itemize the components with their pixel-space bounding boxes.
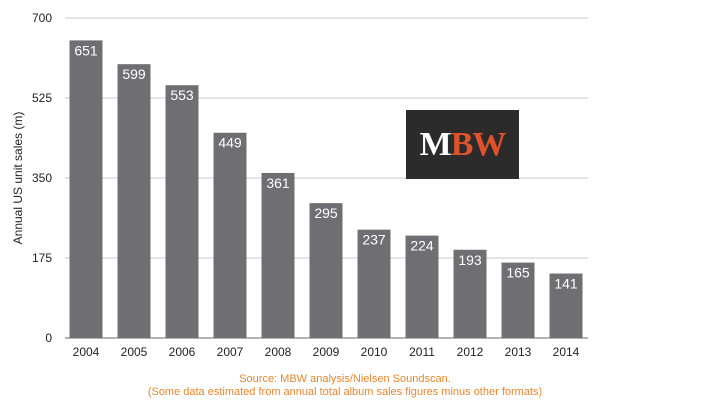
gridlines — [65, 17, 588, 339]
bar-2011 — [405, 235, 439, 338]
y-tick-label: 700 — [32, 11, 52, 25]
bar-2005 — [117, 64, 151, 339]
value-label-2007: 449 — [218, 135, 242, 151]
y-tick-label: 525 — [32, 91, 52, 105]
value-label-2010: 237 — [362, 232, 386, 248]
x-category-2013: 2013 — [505, 345, 532, 359]
x-category-2006: 2006 — [169, 345, 196, 359]
y-axis-ticks: 0 175 350 525 700 — [32, 11, 52, 345]
bar-2014 — [549, 273, 583, 338]
x-category-2004: 2004 — [73, 345, 100, 359]
bar-2006 — [165, 85, 199, 338]
bar-2004 — [69, 40, 103, 339]
mbw-logo: MBW — [406, 110, 519, 179]
value-labels: 651 599 553 449 361 295 237 224 193 165 141 — [74, 42, 578, 291]
bar-2007 — [213, 132, 247, 338]
value-label-2014: 141 — [554, 276, 578, 292]
bar-2009 — [309, 203, 343, 338]
value-label-2013: 165 — [506, 265, 530, 281]
bar-2008 — [261, 172, 295, 338]
x-category-2014: 2014 — [553, 345, 580, 359]
x-category-2008: 2008 — [265, 345, 292, 359]
bar-2012 — [453, 249, 487, 338]
value-label-2006: 553 — [170, 87, 194, 103]
source-note: Source: MBW analysis/Nielsen Soundscan. — [239, 373, 451, 385]
x-axis-categories: 2004 2005 2006 2007 2008 2009 2010 2011 2012 2013… — [73, 345, 580, 359]
source-note-detail: (Some data estimated from annual total a… — [147, 386, 543, 398]
bar-2013 — [501, 262, 535, 338]
bar-2010 — [357, 229, 391, 338]
x-category-2005: 2005 — [121, 345, 148, 359]
x-category-2010: 2010 — [361, 345, 388, 359]
logo-letters-bw: BW — [450, 125, 507, 163]
value-label-2009: 295 — [314, 205, 338, 221]
value-label-2008: 361 — [266, 175, 290, 191]
x-category-2007: 2007 — [217, 345, 244, 359]
y-tick-label: 175 — [32, 251, 52, 265]
x-category-2011: 2011 — [409, 345, 435, 359]
bars — [69, 40, 583, 339]
value-label-2004: 651 — [74, 42, 98, 58]
y-tick-label: 0 — [45, 331, 52, 345]
y-tick-label: 350 — [32, 171, 52, 185]
logo-letter-m: M — [419, 125, 452, 163]
y-axis-title: Annual US unit sales (m) — [11, 112, 25, 245]
x-category-2009: 2009 — [313, 345, 340, 359]
value-label-2005: 599 — [122, 66, 146, 82]
value-label-2011: 224 — [410, 238, 434, 254]
x-category-2012: 2012 — [457, 345, 484, 359]
value-label-2012: 193 — [458, 252, 482, 268]
mbw-logo-wordmark: MBW — [419, 125, 507, 163]
